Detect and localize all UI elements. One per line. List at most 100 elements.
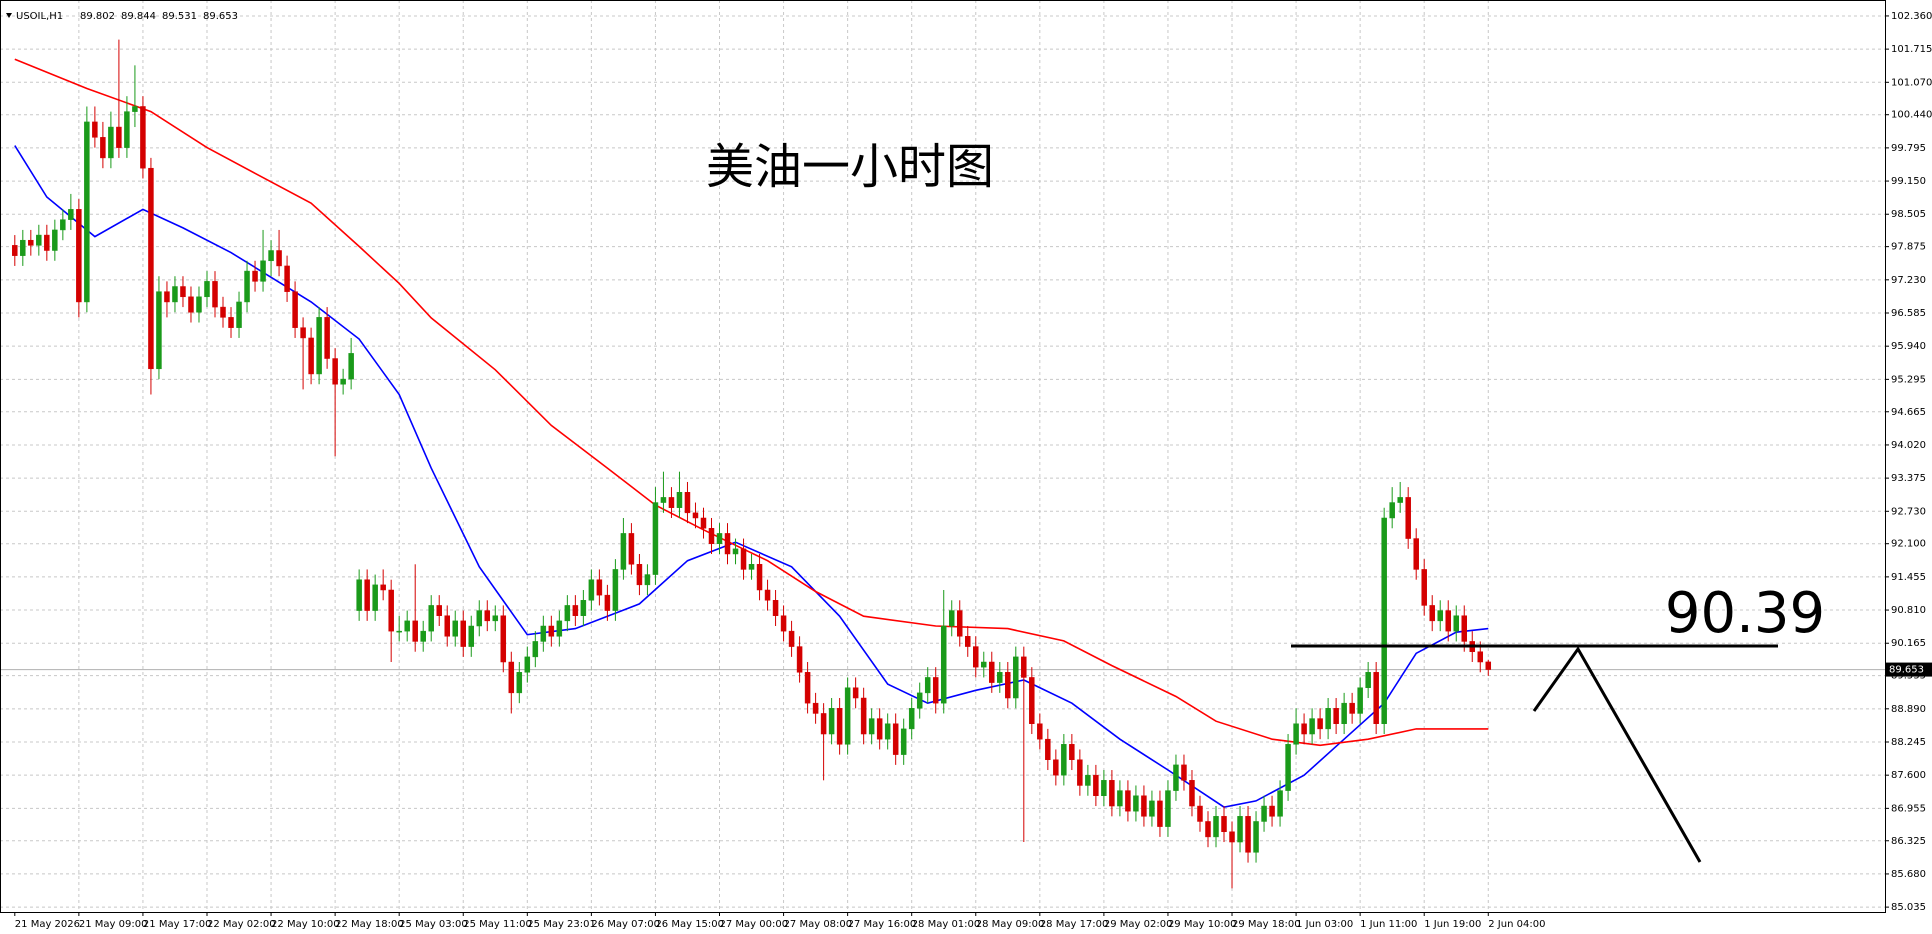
y-tick-label: 97.875 xyxy=(1891,242,1926,253)
candle-body xyxy=(68,209,74,220)
candle-body xyxy=(364,579,370,611)
candle-body xyxy=(900,728,907,755)
candle-body xyxy=(468,625,475,647)
candle-body xyxy=(140,106,146,169)
candle-body xyxy=(108,126,114,159)
candle-body xyxy=(780,615,787,632)
y-tick-label: 90.165 xyxy=(1891,638,1926,649)
x-tick-label: 2 Jun 04:00 xyxy=(1488,919,1545,930)
candle-body xyxy=(1317,718,1323,730)
candle-body xyxy=(1397,497,1403,503)
candle-body xyxy=(148,167,154,370)
candle-body xyxy=(308,337,314,375)
candle-body xyxy=(796,646,803,673)
candle-body xyxy=(1453,615,1459,632)
candle-body xyxy=(396,630,402,633)
x-tick-label: 26 May 07:00 xyxy=(591,919,660,930)
candle-body xyxy=(1141,795,1147,817)
candle-body xyxy=(1061,744,1067,776)
candle-body xyxy=(572,605,579,616)
candle-body xyxy=(404,620,410,632)
y-tick-label: 86.955 xyxy=(1891,803,1926,814)
candle-body xyxy=(1477,651,1484,663)
y-tick-label: 99.150 xyxy=(1891,176,1926,187)
candle-body xyxy=(644,574,651,586)
candle-body xyxy=(388,589,394,632)
candle-body xyxy=(316,317,322,375)
candle-body xyxy=(908,708,915,730)
candle-body xyxy=(1293,723,1299,745)
y-tick-label: 86.325 xyxy=(1891,836,1926,847)
candle-body xyxy=(1381,517,1387,724)
candle-body xyxy=(1005,672,1011,699)
candle-body xyxy=(997,672,1003,683)
y-tick-label: 100.440 xyxy=(1891,110,1932,121)
candle-body xyxy=(508,661,515,694)
y-tick-label: 85.680 xyxy=(1891,869,1926,880)
candle-body xyxy=(772,600,779,616)
candle-body xyxy=(260,260,266,282)
candle-body xyxy=(284,265,290,292)
candle-body xyxy=(1213,816,1219,838)
candle-body xyxy=(332,358,338,385)
candle-body xyxy=(748,564,755,570)
x-tick-label: 28 May 09:00 xyxy=(976,919,1045,930)
ohlc-value: 89.844 xyxy=(121,11,156,22)
candle-body xyxy=(965,636,971,647)
candle-body xyxy=(1205,821,1211,838)
candle-body xyxy=(588,579,595,601)
candle-body xyxy=(820,713,827,735)
x-tick-label: 27 May 00:00 xyxy=(720,919,789,930)
x-tick-label: 29 May 10:00 xyxy=(1168,919,1237,930)
candle-body xyxy=(460,620,466,647)
candle-body xyxy=(884,723,891,740)
candle-body xyxy=(636,564,643,586)
candle-body xyxy=(973,646,979,668)
candle-body xyxy=(844,687,851,745)
candle-body xyxy=(804,672,811,704)
candle-body xyxy=(28,239,34,246)
x-tick-label: 29 May 18:00 xyxy=(1232,919,1301,930)
y-tick-label: 92.730 xyxy=(1891,506,1926,517)
candle-body xyxy=(956,610,963,637)
candle-body xyxy=(1333,708,1339,724)
candle-body xyxy=(1173,764,1179,791)
candle-body xyxy=(1461,615,1467,642)
candle-body xyxy=(212,281,218,308)
x-tick-label: 22 May 02:00 xyxy=(207,919,276,930)
candle-body xyxy=(1101,780,1107,796)
candle-body xyxy=(1309,718,1315,735)
candle-body xyxy=(612,569,619,611)
candle-body xyxy=(1413,538,1419,570)
candle-body xyxy=(652,502,659,575)
candle-body xyxy=(1013,656,1019,699)
candle-body xyxy=(484,610,491,622)
y-tick-label: 101.715 xyxy=(1891,44,1932,55)
candle-body xyxy=(1429,605,1435,622)
candle-body xyxy=(196,296,202,313)
candle-body xyxy=(1229,831,1235,843)
candle-body xyxy=(372,584,378,611)
candle-body xyxy=(1149,800,1155,817)
candle-body xyxy=(692,512,699,519)
candle-body xyxy=(932,677,939,704)
y-tick-label: 85.035 xyxy=(1891,902,1926,913)
ohlc-value: 89.802 xyxy=(80,11,115,22)
chart-title: 美油一小时图 xyxy=(706,139,994,195)
x-tick-label: 1 Jun 19:00 xyxy=(1424,919,1481,930)
candle-body xyxy=(236,301,242,328)
candle-body xyxy=(604,594,611,611)
y-tick-label: 96.585 xyxy=(1891,308,1926,319)
y-tick-label: 97.230 xyxy=(1891,275,1926,286)
candle-body xyxy=(676,492,683,508)
candle-body xyxy=(188,296,194,313)
candle-body xyxy=(252,270,258,282)
candle-body xyxy=(1165,790,1171,827)
candle-body xyxy=(412,620,418,642)
candle-body xyxy=(1261,805,1267,822)
candle-body xyxy=(116,126,122,148)
candle-body xyxy=(244,270,250,303)
candle-body xyxy=(1117,790,1123,807)
ohlc-header: 89.802 89.844 89.531 89.653 xyxy=(80,11,238,22)
